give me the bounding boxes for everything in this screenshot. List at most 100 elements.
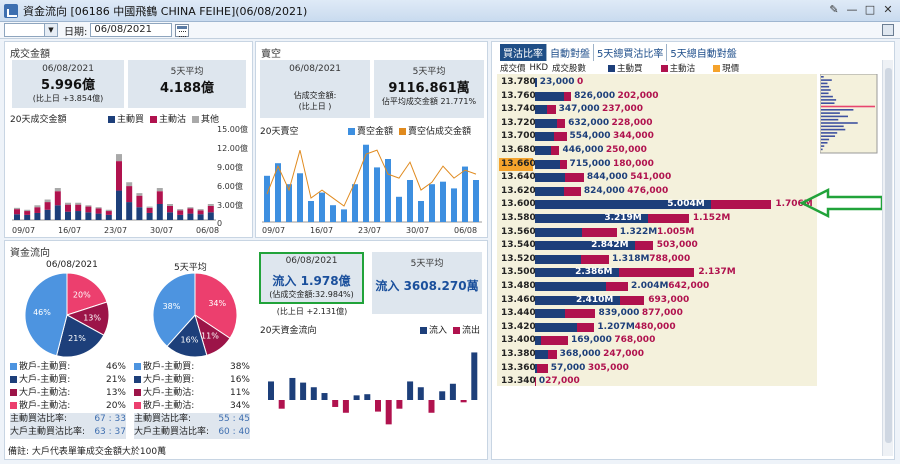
tab-auto-match[interactable]: 自動對盤 bbox=[547, 44, 594, 61]
flow-bar bbox=[396, 400, 403, 409]
pin-icon[interactable]: ✎ bbox=[829, 3, 839, 16]
legend-outflow: 流出 bbox=[453, 323, 480, 336]
sell-volume: 2.137M bbox=[698, 267, 736, 278]
pie-avg5: 34% 11%16% 38% bbox=[152, 272, 238, 358]
chevron-down-icon[interactable]: ▼ bbox=[44, 24, 57, 36]
price-label: 13.580 bbox=[501, 213, 536, 223]
pie-slice bbox=[55, 314, 105, 358]
bar-buy bbox=[54, 205, 61, 220]
short-bar bbox=[429, 184, 435, 222]
stat-row: 大戶-主動沽: 11% bbox=[134, 387, 250, 400]
tab-buy-sell-ratio[interactable]: 買沽比率 bbox=[500, 44, 547, 61]
vertical-scrollbar[interactable] bbox=[882, 60, 893, 456]
flow-legend: 流入 流出 bbox=[420, 323, 480, 336]
buy-bar bbox=[535, 214, 649, 223]
turnover-change: (比上日 +3.854億) bbox=[32, 94, 104, 103]
price-label: 13.640 bbox=[501, 172, 536, 183]
buy-bar bbox=[535, 91, 565, 101]
calendar-icon[interactable] bbox=[175, 23, 190, 37]
buy-volume: 0 bbox=[538, 376, 546, 387]
bar-buy bbox=[136, 207, 143, 220]
sell-volume: 1.706M bbox=[775, 199, 813, 210]
buy-volume: 2.842M bbox=[591, 240, 629, 251]
x-tick: 06/08 bbox=[454, 226, 478, 235]
price-row: 13.540 2.842M 503,000 bbox=[497, 239, 817, 253]
mini-hist-bar bbox=[821, 99, 837, 101]
flow-today-pct: (佔成交金額:32.984%) bbox=[269, 290, 354, 299]
turnover-chart-title: 20天成交金額 bbox=[10, 115, 67, 125]
price-label: 13.780 bbox=[501, 77, 536, 87]
buy-bar bbox=[535, 254, 582, 264]
pie-label: 46% bbox=[33, 308, 51, 317]
price-row: 13.480 2.004M 642,000 bbox=[497, 280, 817, 294]
short-avg-value: 9116.861萬 bbox=[388, 81, 470, 96]
short-bar bbox=[385, 159, 391, 222]
bar-sell bbox=[207, 205, 214, 213]
tab-5day-auto-match[interactable]: 5天總自動對盤 bbox=[670, 49, 737, 60]
short-avg-box: 5天平均 9116.861萬 佔平均成交金額 21.771% bbox=[374, 60, 484, 118]
y-tick: 12.00億 bbox=[217, 144, 248, 153]
buy-volume: 715,000 bbox=[569, 158, 611, 169]
short-bar bbox=[407, 180, 413, 222]
sell-volume: 250,000 bbox=[605, 145, 647, 155]
close-button[interactable]: ✕ bbox=[883, 3, 893, 16]
buy-volume: 826,000 bbox=[574, 90, 616, 101]
flow-bar bbox=[310, 387, 317, 400]
buy-volume: 57,000 bbox=[550, 362, 586, 373]
bar-other bbox=[146, 206, 153, 208]
scroll-thumb[interactable] bbox=[885, 68, 892, 443]
buy-volume: 446,000 bbox=[562, 145, 604, 155]
short-bar bbox=[297, 173, 303, 222]
buy-volume: 824,000 bbox=[583, 185, 625, 196]
bar-other bbox=[116, 154, 122, 162]
price-label: 13.420 bbox=[501, 321, 536, 332]
bar-buy bbox=[146, 212, 153, 220]
stats-today: 散戶-主動買: 46% 大戶-主動買: 21% 大戶-主動沽: 13% 散戶-主動沽:… bbox=[10, 361, 126, 439]
minimize-button[interactable]: — bbox=[846, 3, 858, 16]
flow-bar bbox=[300, 382, 307, 400]
bar-other bbox=[54, 188, 61, 192]
short-bar bbox=[264, 175, 270, 222]
legend-inflow: 流入 bbox=[420, 323, 447, 336]
bar-buy bbox=[126, 202, 133, 220]
mini-hist-bar bbox=[821, 82, 828, 85]
buy-volume: 1.318M bbox=[612, 253, 650, 264]
legend-active-buy: 主動買 bbox=[608, 62, 643, 74]
pie-label: 16% bbox=[181, 336, 199, 345]
buy-volume: 2.004M bbox=[631, 281, 669, 291]
turnover-avg-value: 4.188億 bbox=[159, 81, 215, 96]
flow-chart-title: 20天資金流向 bbox=[260, 326, 317, 336]
bar-sell bbox=[116, 161, 122, 191]
short-bar bbox=[275, 163, 281, 222]
mini-hist-bar bbox=[821, 125, 844, 128]
buy-volume: 554,000 bbox=[569, 131, 611, 142]
maximize-button[interactable]: □ bbox=[864, 3, 876, 16]
price-row: 13.700 554,000 344,000 bbox=[497, 130, 817, 144]
x-tick: 09/07 bbox=[12, 226, 36, 235]
price-legend: 成交價 HKD 成交股數 主動買 主動沽 現價 bbox=[500, 62, 739, 74]
buy-bar bbox=[535, 268, 620, 278]
flow-bar bbox=[471, 352, 478, 400]
price-row: 13.580 3.219M 1.152M bbox=[497, 212, 817, 226]
sell-volume: 642,000 bbox=[668, 281, 710, 291]
sell-volume: 768,000 bbox=[614, 335, 656, 346]
sell-volume: 0 bbox=[576, 77, 584, 87]
bar-other bbox=[85, 205, 92, 207]
sell-bar bbox=[577, 322, 595, 332]
pie-label: 38% bbox=[163, 302, 181, 311]
price-label: 13.760 bbox=[501, 90, 536, 101]
bar-buy bbox=[85, 212, 92, 220]
ratio-row: 大戶主動買沽比率: 60 : 40 bbox=[134, 426, 250, 439]
mini-hist-bar bbox=[821, 76, 824, 78]
buy-bar bbox=[535, 200, 712, 210]
stock-dropdown[interactable]: ▼ bbox=[4, 23, 58, 37]
tab-5day-ratio[interactable]: 5天總買沽比率 bbox=[594, 44, 668, 61]
date-input[interactable]: 06/08/2021 bbox=[90, 23, 173, 37]
sell-bar bbox=[619, 268, 695, 278]
mini-hist-bar bbox=[821, 95, 833, 98]
mini-hist-bar bbox=[821, 109, 854, 111]
export-icon[interactable] bbox=[882, 24, 894, 36]
buy-bar bbox=[535, 322, 578, 332]
short-bar bbox=[418, 201, 424, 222]
flow-bar bbox=[460, 400, 467, 403]
